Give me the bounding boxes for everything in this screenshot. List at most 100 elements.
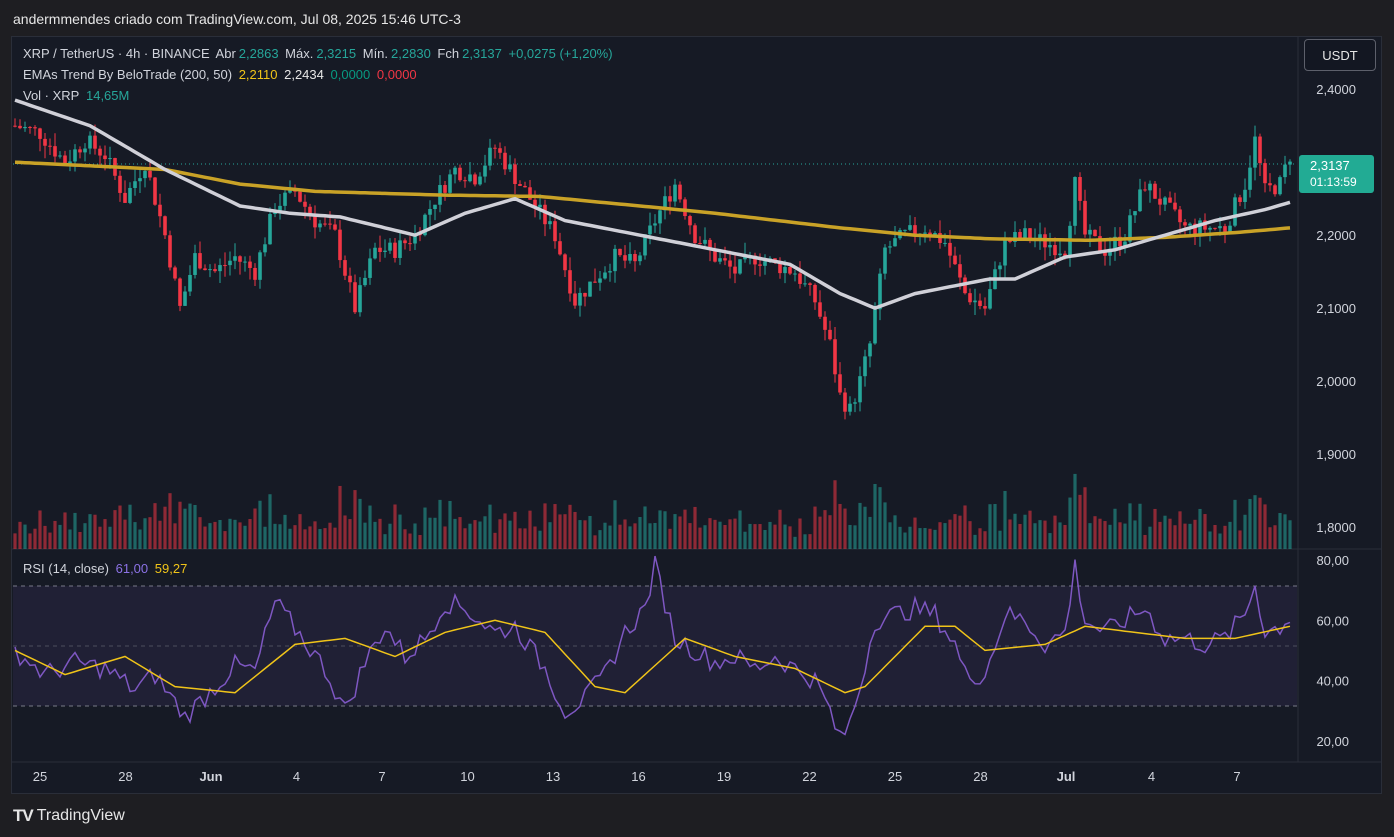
candle-body <box>498 148 502 153</box>
volume-bar <box>588 515 592 549</box>
candle-body <box>83 148 87 153</box>
candle-body <box>218 265 222 272</box>
volume-bar <box>1008 519 1012 549</box>
volume-bar <box>768 521 772 549</box>
candle-body <box>383 250 387 252</box>
candle-body <box>488 147 492 166</box>
time-tick-label: 28 <box>118 769 132 784</box>
candle-body <box>998 265 1002 270</box>
volume-bar <box>978 528 982 549</box>
volume-bar <box>938 522 942 549</box>
volume-bar <box>603 522 607 549</box>
volume-bar <box>278 524 282 549</box>
legend-ema[interactable]: EMAs Trend By BeloTrade (200, 50) 2,2110… <box>23 67 420 82</box>
candle-body <box>463 180 467 182</box>
volume-bar <box>878 487 882 549</box>
footer-brand[interactable]: TV TradingView <box>13 804 125 828</box>
candle-body <box>1173 202 1177 210</box>
candle-body <box>98 148 102 156</box>
candle-body <box>23 126 27 129</box>
volume-bar <box>123 519 127 549</box>
volume-bar <box>313 521 317 549</box>
volume-bar <box>873 483 877 549</box>
chart-frame[interactable] <box>11 36 1382 794</box>
candle-body <box>1228 225 1232 233</box>
volume-bar <box>218 519 222 549</box>
legend-vol-value: 14,65M <box>85 88 130 103</box>
candle-body <box>708 239 712 250</box>
volume-bar <box>1243 514 1247 549</box>
candle-body <box>813 284 817 303</box>
legend-volume[interactable]: Vol · XRP 14,65M <box>23 88 132 103</box>
volume-bar <box>643 506 647 549</box>
candle-body <box>1278 177 1282 195</box>
volume-bar <box>568 504 572 549</box>
candle-body <box>183 291 187 306</box>
volume-bar <box>658 510 662 549</box>
volume-bar <box>148 517 152 549</box>
candle-body <box>1243 189 1247 202</box>
candle-body <box>313 215 317 228</box>
candle-body <box>1168 197 1172 203</box>
candle-body <box>1018 232 1022 238</box>
legend-low: 2,2830 <box>391 46 431 61</box>
volume-bar <box>408 533 412 549</box>
candle-body <box>613 248 617 272</box>
candle-body <box>593 281 597 283</box>
candle-body <box>278 205 282 212</box>
volume-bar <box>1283 514 1287 549</box>
candle-body <box>763 261 767 266</box>
legend-rsi[interactable]: RSI (14, close) 61,00 59,27 <box>23 561 190 576</box>
volume-bar <box>198 517 202 549</box>
time-tick-label: 7 <box>378 769 385 784</box>
candle-body <box>513 164 517 185</box>
volume-bar <box>298 514 302 549</box>
rsi-tick-label: 40,00 <box>1316 674 1349 689</box>
candle-body <box>333 224 337 230</box>
candle-body <box>303 201 307 207</box>
volume-bar <box>508 520 512 549</box>
volume-bar <box>283 514 287 549</box>
volume-bar <box>803 534 807 549</box>
candle-body <box>1238 197 1242 202</box>
candle-body <box>643 234 647 256</box>
time-tick-label: 16 <box>631 769 645 784</box>
candle-body <box>788 267 792 274</box>
volume-bar <box>168 493 172 549</box>
volume-bar <box>518 528 522 549</box>
time-tick-label: 28 <box>973 769 987 784</box>
currency-button[interactable]: USDT <box>1304 39 1376 71</box>
candle-body <box>638 255 642 262</box>
volume-bar <box>1073 473 1077 549</box>
legend-open: 2,2863 <box>238 46 279 61</box>
candle-body <box>818 302 822 317</box>
candle-body <box>213 269 217 272</box>
volume-bar <box>1168 518 1172 549</box>
volume-bar <box>263 526 267 549</box>
candle-body <box>1218 226 1222 229</box>
legend-rsi-ma: 59,27 <box>154 561 188 576</box>
candle-body <box>528 187 532 200</box>
candle-body <box>1288 161 1292 165</box>
volume-bar <box>1193 519 1197 549</box>
candle-body <box>608 271 612 273</box>
volume-bar <box>1143 534 1147 549</box>
candle-body <box>783 267 787 274</box>
candle-body <box>1123 241 1127 247</box>
volume-bar <box>378 518 382 549</box>
candle-body <box>48 145 52 147</box>
time-tick-label: 22 <box>802 769 816 784</box>
rsi-tick-label: 20,00 <box>1316 734 1349 749</box>
volume-bar <box>828 515 832 549</box>
candle-body <box>53 146 57 157</box>
candle-body <box>893 238 897 247</box>
candle-body <box>178 278 182 306</box>
volume-bar <box>23 524 27 549</box>
volume-bar <box>293 525 297 549</box>
volume-bar <box>183 508 187 549</box>
candle-body <box>168 235 172 268</box>
volume-bar <box>488 504 492 549</box>
candle-body <box>668 196 672 202</box>
candle-body <box>273 211 277 215</box>
